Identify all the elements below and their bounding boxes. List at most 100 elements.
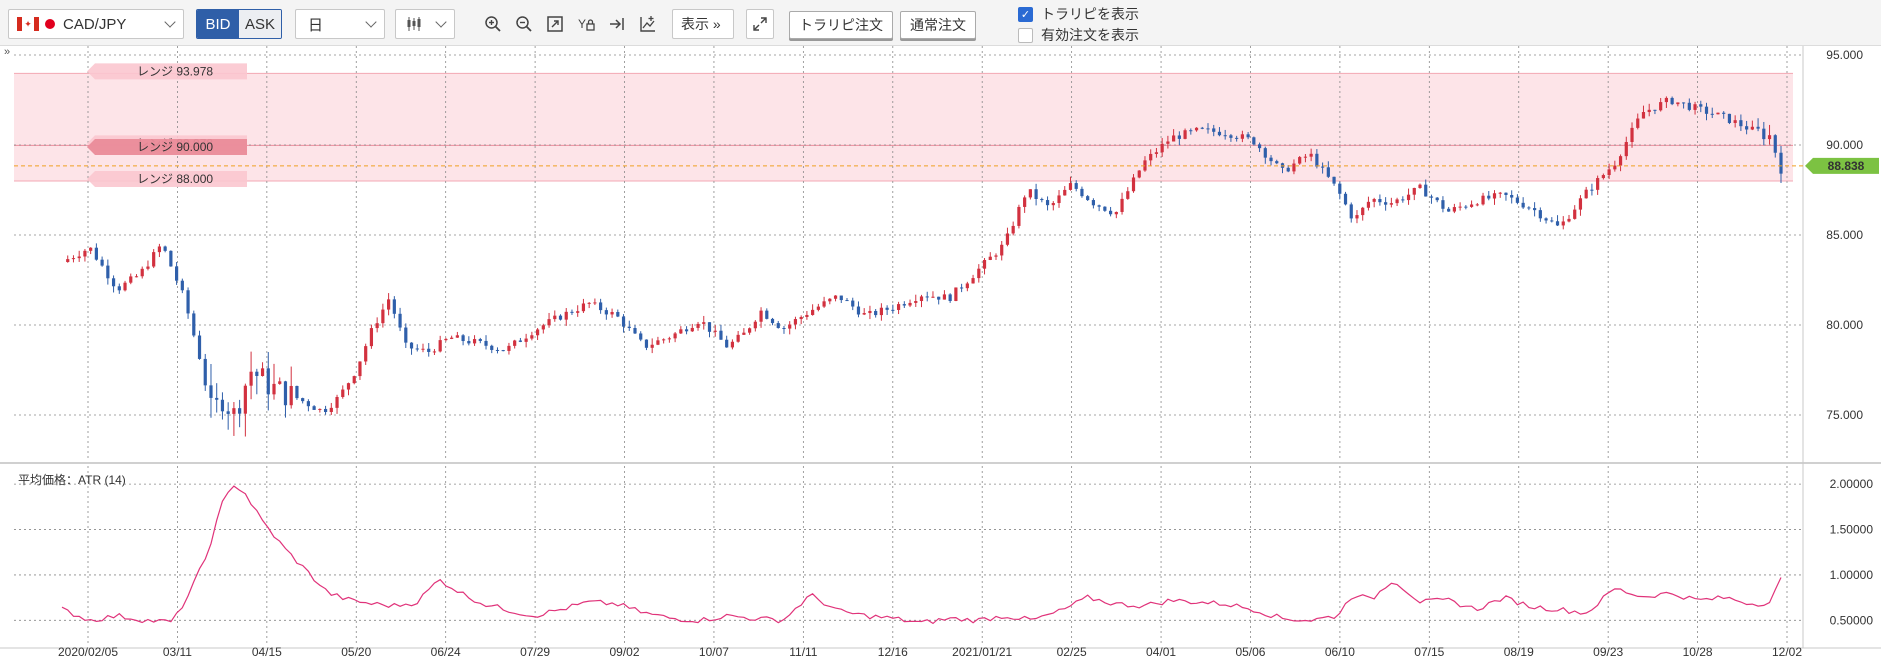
zoom-out-button[interactable] xyxy=(511,11,537,37)
candle-body xyxy=(306,401,310,407)
fit-icon xyxy=(547,16,563,32)
atr-tick-label: 0.50000 xyxy=(1830,613,1874,627)
show-active-checkbox[interactable] xyxy=(1018,27,1033,43)
range-label-text: レンジ 90.000 xyxy=(137,140,213,154)
price-tick-label: 75.000 xyxy=(1826,408,1863,422)
candle-body xyxy=(346,383,351,390)
candle-body xyxy=(1469,204,1474,207)
candle-body xyxy=(599,302,603,311)
jump-end-button[interactable] xyxy=(604,11,630,37)
candle-body xyxy=(851,300,855,307)
candle-body xyxy=(1349,204,1353,219)
candle-body xyxy=(1343,193,1348,205)
candle-body xyxy=(1739,120,1743,127)
price-tick-label: 95.000 xyxy=(1826,48,1863,62)
period-select[interactable]: 日 xyxy=(295,9,385,39)
candle-body xyxy=(415,348,419,350)
candle-body xyxy=(392,299,396,314)
candlestick-icon xyxy=(407,17,421,31)
normal-order-button[interactable]: 通常注文 xyxy=(900,11,976,39)
candle-body xyxy=(535,329,540,336)
candle-body xyxy=(1607,169,1611,176)
candle-body xyxy=(513,340,517,346)
candle-body xyxy=(318,408,322,410)
collapse-panel-icon[interactable]: » xyxy=(3,46,11,58)
candle-body xyxy=(1458,206,1462,208)
candle-body xyxy=(1011,225,1015,234)
candle-body xyxy=(1475,204,1479,206)
candle-body xyxy=(1212,128,1216,132)
candle-body xyxy=(352,376,356,384)
candle-body xyxy=(461,335,465,342)
chart-area[interactable]: 95.000 90.000 85.000 80.000 75.000 2020/02/05… xyxy=(0,46,1881,668)
candle-body xyxy=(358,361,362,377)
text-lock-icon: Y xyxy=(578,17,595,31)
candle-body xyxy=(180,280,184,291)
price-tick-label: 80.000 xyxy=(1826,318,1863,332)
candle-body xyxy=(656,340,660,345)
text-lock-button[interactable]: Y xyxy=(573,11,599,37)
candle-body xyxy=(725,339,729,348)
candle-body xyxy=(106,265,110,279)
candle-body xyxy=(1378,199,1382,203)
show-trail-checkbox[interactable]: ✓ xyxy=(1018,6,1033,22)
candle-body xyxy=(891,309,895,311)
candle-body xyxy=(1647,109,1651,113)
bid-button[interactable]: BID xyxy=(197,10,239,38)
zoom-in-button[interactable] xyxy=(480,11,506,37)
show-trail-toggle[interactable]: ✓ トラリピを表示 xyxy=(1018,4,1139,24)
candle-body xyxy=(369,328,374,347)
candle-body xyxy=(1269,157,1273,162)
candle-body xyxy=(799,317,803,320)
candle-body xyxy=(1630,127,1634,143)
x-tick-label: 10/07 xyxy=(699,645,729,659)
chart-type-select[interactable] xyxy=(395,9,455,39)
candle-body xyxy=(1779,152,1783,174)
display-menu-button[interactable]: 表示 » xyxy=(672,9,734,39)
candle-body xyxy=(266,368,270,395)
candle-body xyxy=(1464,206,1468,208)
atr-tick-label: 2.00000 xyxy=(1830,477,1874,491)
zoom-in-icon xyxy=(485,16,501,32)
symbol-select[interactable]: ✦ CAD/JPY xyxy=(8,9,184,39)
candle-body xyxy=(650,344,654,348)
candle-body xyxy=(1257,144,1262,149)
candle-body xyxy=(690,327,694,332)
expand-button[interactable] xyxy=(746,9,774,39)
candle-body xyxy=(1126,191,1130,199)
candle-body xyxy=(203,358,207,386)
fit-button[interactable] xyxy=(542,11,568,37)
candle-body xyxy=(518,340,522,342)
trail-order-button[interactable]: トラリピ注文 xyxy=(789,11,893,39)
ask-button[interactable]: ASK xyxy=(239,10,281,38)
candle-body xyxy=(828,298,832,302)
candle-body xyxy=(793,319,798,325)
candle-body xyxy=(450,337,454,339)
candle-body xyxy=(1441,200,1445,209)
price-tick-label: 90.000 xyxy=(1826,138,1863,152)
candle-body xyxy=(192,313,196,336)
candle-body xyxy=(604,310,608,315)
candle-body xyxy=(1613,165,1617,170)
range-label-text: レンジ 93.978 xyxy=(137,64,213,78)
show-active-toggle[interactable]: 有効注文を表示 xyxy=(1018,25,1139,45)
candle-body xyxy=(1601,175,1605,179)
x-tick-label: 07/15 xyxy=(1414,645,1444,659)
candle-body xyxy=(759,310,763,322)
candle-body xyxy=(856,306,861,315)
candle-body xyxy=(1286,167,1290,172)
candle-body xyxy=(83,250,87,257)
candle-body xyxy=(1555,221,1560,226)
add-indicator-button[interactable] xyxy=(635,11,661,37)
candle-body xyxy=(639,333,643,340)
candle-body xyxy=(1263,148,1267,158)
candle-body xyxy=(1447,208,1451,212)
candle-body xyxy=(662,339,666,341)
candle-body xyxy=(1561,221,1565,226)
x-tick-label: 12/16 xyxy=(878,645,908,659)
candle-body xyxy=(1017,206,1021,226)
candle-body xyxy=(312,406,316,410)
candle-body xyxy=(1137,170,1141,178)
candle-body xyxy=(438,340,442,352)
